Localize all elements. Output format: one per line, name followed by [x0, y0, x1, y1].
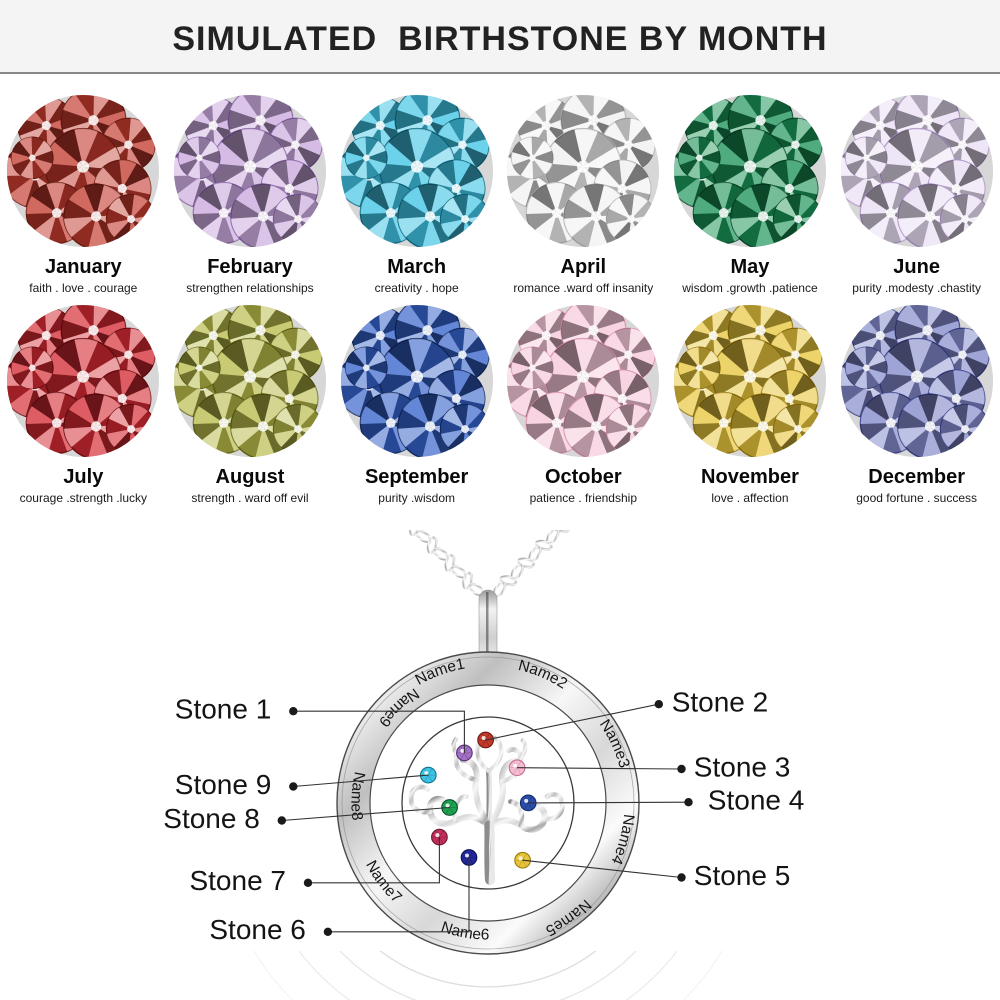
svg-text:Stone 7: Stone 7 — [189, 865, 286, 896]
svg-text:Stone 5: Stone 5 — [694, 860, 791, 891]
svg-text:Stone 3: Stone 3 — [694, 751, 791, 782]
svg-text:Stone 6: Stone 6 — [209, 914, 306, 945]
svg-text:Stone 2: Stone 2 — [672, 687, 769, 718]
svg-text:Stone 1: Stone 1 — [175, 694, 272, 725]
svg-text:Stone 8: Stone 8 — [163, 803, 260, 834]
svg-text:Stone 9: Stone 9 — [175, 769, 272, 800]
svg-text:Stone 4: Stone 4 — [708, 785, 805, 816]
